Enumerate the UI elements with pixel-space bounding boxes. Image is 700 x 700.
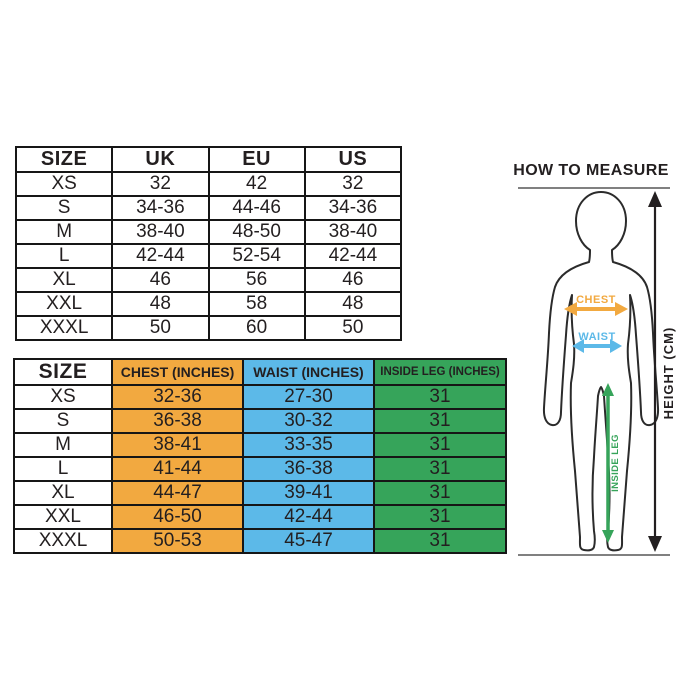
header-cell: SIZE bbox=[13, 358, 113, 386]
table-row: L 42-44 52-54 42-44 bbox=[14, 243, 403, 269]
measurements-table: SIZE CHEST (INCHES) WAIST (INCHES) INSID… bbox=[13, 358, 507, 554]
table-header-row: SIZE UK EU US bbox=[14, 146, 403, 173]
cell: 34-36 bbox=[111, 195, 210, 221]
cell: 42-44 bbox=[242, 504, 375, 530]
cell: 31 bbox=[373, 504, 507, 530]
cell: 56 bbox=[207, 267, 306, 293]
table-row: M 38-41 33-35 31 bbox=[13, 432, 507, 458]
cell: 42-44 bbox=[111, 243, 210, 269]
waist-arrow bbox=[572, 339, 622, 353]
header-cell: UK bbox=[111, 146, 210, 173]
header-cell: INSIDE LEG (INCHES) bbox=[373, 358, 507, 386]
cell: 60 bbox=[207, 315, 306, 341]
header-cell: SIZE bbox=[14, 146, 114, 173]
cell: 44-47 bbox=[111, 480, 244, 506]
table-row: XS 32 42 32 bbox=[14, 171, 403, 197]
cell: 32 bbox=[111, 171, 210, 197]
cell: 50 bbox=[303, 315, 403, 341]
cell: 31 bbox=[373, 432, 507, 458]
cell: L bbox=[14, 243, 114, 269]
waist-label: WAIST bbox=[578, 331, 615, 343]
cell: 52-54 bbox=[207, 243, 306, 269]
header-cell: WAIST (INCHES) bbox=[242, 358, 375, 386]
table-row: S 36-38 30-32 31 bbox=[13, 408, 507, 434]
body-outline bbox=[542, 191, 660, 552]
table-row: L 41-44 36-38 31 bbox=[13, 456, 507, 482]
size-conversion-table: SIZE UK EU US XS 32 42 32 S 34-36 44-46 … bbox=[14, 146, 403, 341]
table-row: XXL 46-50 42-44 31 bbox=[13, 504, 507, 530]
cell: 41-44 bbox=[111, 456, 244, 482]
cell: M bbox=[13, 432, 113, 458]
cell: 31 bbox=[373, 456, 507, 482]
cell: XXL bbox=[14, 291, 114, 317]
cell: 31 bbox=[373, 480, 507, 506]
cell: 42 bbox=[207, 171, 306, 197]
chest-arrow bbox=[564, 302, 628, 316]
cell: 42-44 bbox=[303, 243, 403, 269]
cell: 32 bbox=[303, 171, 403, 197]
cell: 36-38 bbox=[111, 408, 244, 434]
cell: 31 bbox=[373, 528, 507, 554]
height-arrow bbox=[648, 191, 662, 552]
cell: XS bbox=[14, 171, 114, 197]
cell: M bbox=[14, 219, 114, 245]
cell: 31 bbox=[373, 408, 507, 434]
table-row: XL 46 56 46 bbox=[14, 267, 403, 293]
cell: 46 bbox=[111, 267, 210, 293]
table-row: S 34-36 44-46 34-36 bbox=[14, 195, 403, 221]
chest-label: CHEST bbox=[576, 294, 616, 306]
cell: 27-30 bbox=[242, 384, 375, 410]
cell: 38-41 bbox=[111, 432, 244, 458]
cell: 58 bbox=[207, 291, 306, 317]
header-cell: CHEST (INCHES) bbox=[111, 358, 244, 386]
how-to-measure-figure: CHEST WAIST INSIDE LEG HEIGHT (CM) bbox=[518, 187, 676, 556]
cell: 34-36 bbox=[303, 195, 403, 221]
cell: 36-38 bbox=[242, 456, 375, 482]
table-row: XXL 48 58 48 bbox=[14, 291, 403, 317]
cell: XXXL bbox=[13, 528, 113, 554]
table-row: XS 32-36 27-30 31 bbox=[13, 384, 507, 410]
cell: XS bbox=[13, 384, 113, 410]
header-cell: US bbox=[303, 146, 403, 173]
cell: S bbox=[13, 408, 113, 434]
table-row: M 38-40 48-50 38-40 bbox=[14, 219, 403, 245]
table-row: XXXL 50-53 45-47 31 bbox=[13, 528, 507, 554]
height-label: HEIGHT (CM) bbox=[661, 327, 676, 420]
inside-leg-arrow bbox=[602, 383, 614, 543]
table-row: XL 44-47 39-41 31 bbox=[13, 480, 507, 506]
cell: XL bbox=[14, 267, 114, 293]
cell: L bbox=[13, 456, 113, 482]
cell: 50-53 bbox=[111, 528, 244, 554]
cell: 44-46 bbox=[207, 195, 306, 221]
cell: 48 bbox=[111, 291, 210, 317]
cell: 46 bbox=[303, 267, 403, 293]
cell: 50 bbox=[111, 315, 210, 341]
cell: XL bbox=[13, 480, 113, 506]
inside-leg-label: INSIDE LEG bbox=[610, 434, 621, 492]
cell: S bbox=[14, 195, 114, 221]
how-to-measure-title: HOW TO MEASURE bbox=[513, 162, 669, 179]
cell: 32-36 bbox=[111, 384, 244, 410]
cell: 30-32 bbox=[242, 408, 375, 434]
cell: 33-35 bbox=[242, 432, 375, 458]
table-row: XXXL 50 60 50 bbox=[14, 315, 403, 341]
cell: 46-50 bbox=[111, 504, 244, 530]
cell: 39-41 bbox=[242, 480, 375, 506]
cell: XXXL bbox=[14, 315, 114, 341]
cell: 31 bbox=[373, 384, 507, 410]
cell: 48-50 bbox=[207, 219, 306, 245]
cell: 38-40 bbox=[303, 219, 403, 245]
cell: 48 bbox=[303, 291, 403, 317]
cell: 45-47 bbox=[242, 528, 375, 554]
cell: XXL bbox=[13, 504, 113, 530]
header-cell: EU bbox=[207, 146, 306, 173]
cell: 38-40 bbox=[111, 219, 210, 245]
table-header-row: SIZE CHEST (INCHES) WAIST (INCHES) INSID… bbox=[13, 358, 507, 386]
